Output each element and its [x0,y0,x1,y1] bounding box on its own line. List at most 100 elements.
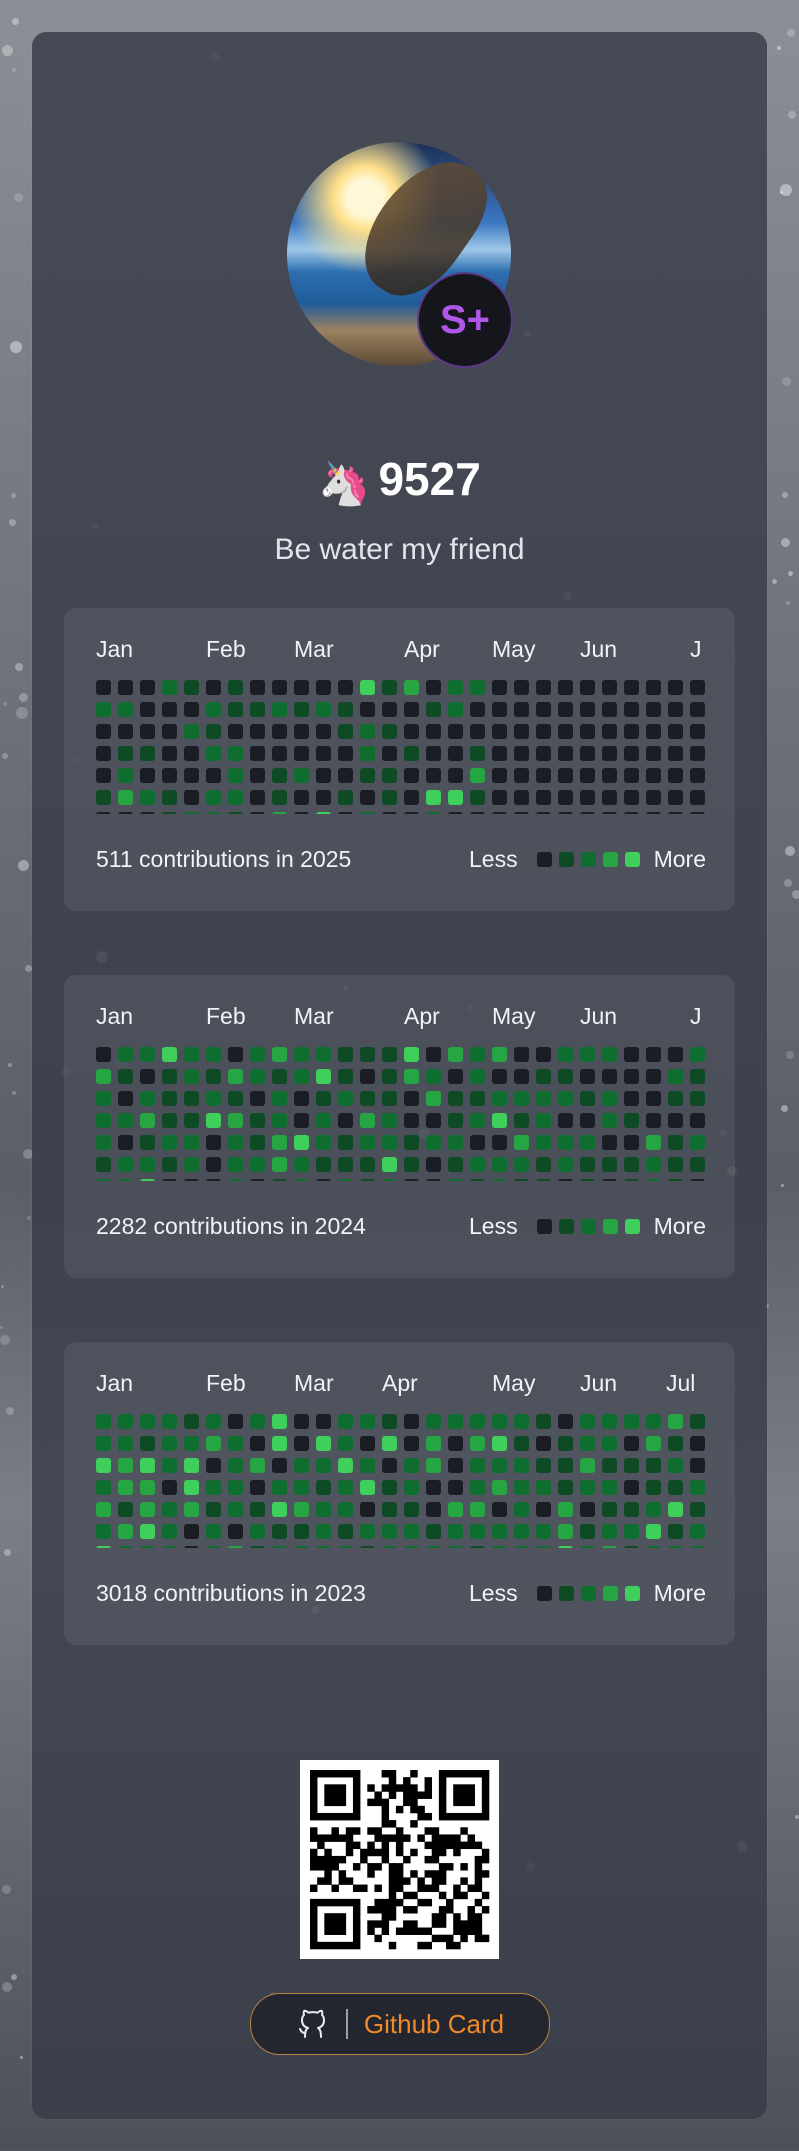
contribution-cell [118,1179,133,1181]
contribution-cell [624,1436,639,1451]
contribution-cell [206,790,221,805]
qr-module [388,1777,397,1785]
qr-module [410,1770,418,1778]
month-label: Apr [404,636,440,662]
qr-module [381,1906,390,1914]
qr-module [395,1784,404,1792]
qr-module [474,1877,483,1885]
qr-module [481,1777,490,1785]
qr-module [352,1805,361,1814]
qr-module [310,1934,318,1943]
contribution-cell [360,1157,375,1172]
qr-module [446,1934,454,1943]
qr-module [331,1784,339,1792]
contribution-cell [96,746,111,761]
qr-module [431,1934,440,1943]
contribution-cell [514,680,529,695]
github-card-button[interactable]: Github Card [250,1993,550,2055]
contribution-cell [250,1113,265,1128]
contribution-cell [514,768,529,783]
contribution-cell [206,680,221,695]
contribution-cell [206,1502,221,1517]
qr-module [360,1855,368,1864]
qr-module [474,1870,483,1878]
contribution-cell [316,724,331,739]
contribution-cell [536,790,551,805]
qr-module [467,1920,475,1928]
qr-module [481,1798,490,1807]
qr-module [381,1805,390,1814]
contribution-cell [272,702,287,717]
qr-module [381,1898,390,1907]
contribution-cell [514,790,529,805]
qr-module [460,1877,468,1885]
month-labels: Jan Feb Mar Apr May Jun J [96,636,706,666]
contribution-cell [162,1179,177,1181]
qr-module [467,1906,475,1914]
qr-module [352,1927,361,1935]
contribution-cell [690,1480,705,1495]
contribution-cell [646,1091,661,1106]
contribution-cell [228,1135,243,1150]
contribution-cell [184,680,199,695]
qr-module [345,1827,354,1835]
contribution-cell [338,1091,353,1106]
qr-module [367,1927,375,1935]
qr-module [345,1898,354,1907]
qr-module [367,1870,375,1878]
qr-module [438,1770,447,1778]
contribution-cell [470,1157,485,1172]
contribution-cell [250,790,265,805]
contribution-cell [536,1414,551,1429]
month-labels: Jan Feb Mar Apr May Jun J [96,1003,706,1033]
qr-module [403,1791,411,1799]
month-label: Apr [404,1003,440,1029]
qr-module [395,1870,404,1878]
qr-module [381,1855,390,1864]
qr-module [331,1798,339,1807]
contribution-cell [118,1458,133,1473]
contribution-cell [96,1179,111,1181]
contribution-cell [118,1436,133,1451]
contribution-cell [184,768,199,783]
qr-module [410,1927,418,1935]
contribution-cell [184,724,199,739]
contribution-cell [140,1091,155,1106]
contribution-cell [382,1091,397,1106]
qr-module [331,1834,339,1842]
month-label: May [492,1003,536,1029]
qr-module [481,1805,490,1814]
contribution-cell [118,1091,133,1106]
contribution-cell [118,1047,133,1062]
contribution-cell [646,812,661,814]
qr-module [374,1906,382,1914]
contribution-cell [96,1546,111,1548]
contribution-cell [140,790,155,805]
qr-module [446,1841,454,1850]
qr-module [431,1827,440,1835]
contribution-cell [382,768,397,783]
qr-module [388,1898,397,1907]
contribution-cell [558,746,573,761]
month-label: Jul [666,1370,696,1396]
qr-module [381,1770,390,1778]
contribution-cell [294,768,309,783]
contribution-cell [646,1524,661,1539]
contribution-cell [426,1135,441,1150]
legend: Less More [469,1213,706,1240]
contribution-cell [228,1179,243,1181]
legend-swatch [558,1586,574,1601]
contribution-cell [272,1047,287,1062]
contribution-cell [250,1546,265,1548]
contribution-cell [96,1502,111,1517]
snow-speck [26,1216,31,1221]
qr-module [410,1848,418,1857]
qr-module [431,1855,440,1864]
legend-swatch [580,1586,596,1601]
contribution-cell [624,1546,639,1548]
contribution-cell [492,1414,507,1429]
contribution-cell [360,1436,375,1451]
contribution-cell [558,1458,573,1473]
contribution-cell [514,1157,529,1172]
contribution-cell [206,1157,221,1172]
